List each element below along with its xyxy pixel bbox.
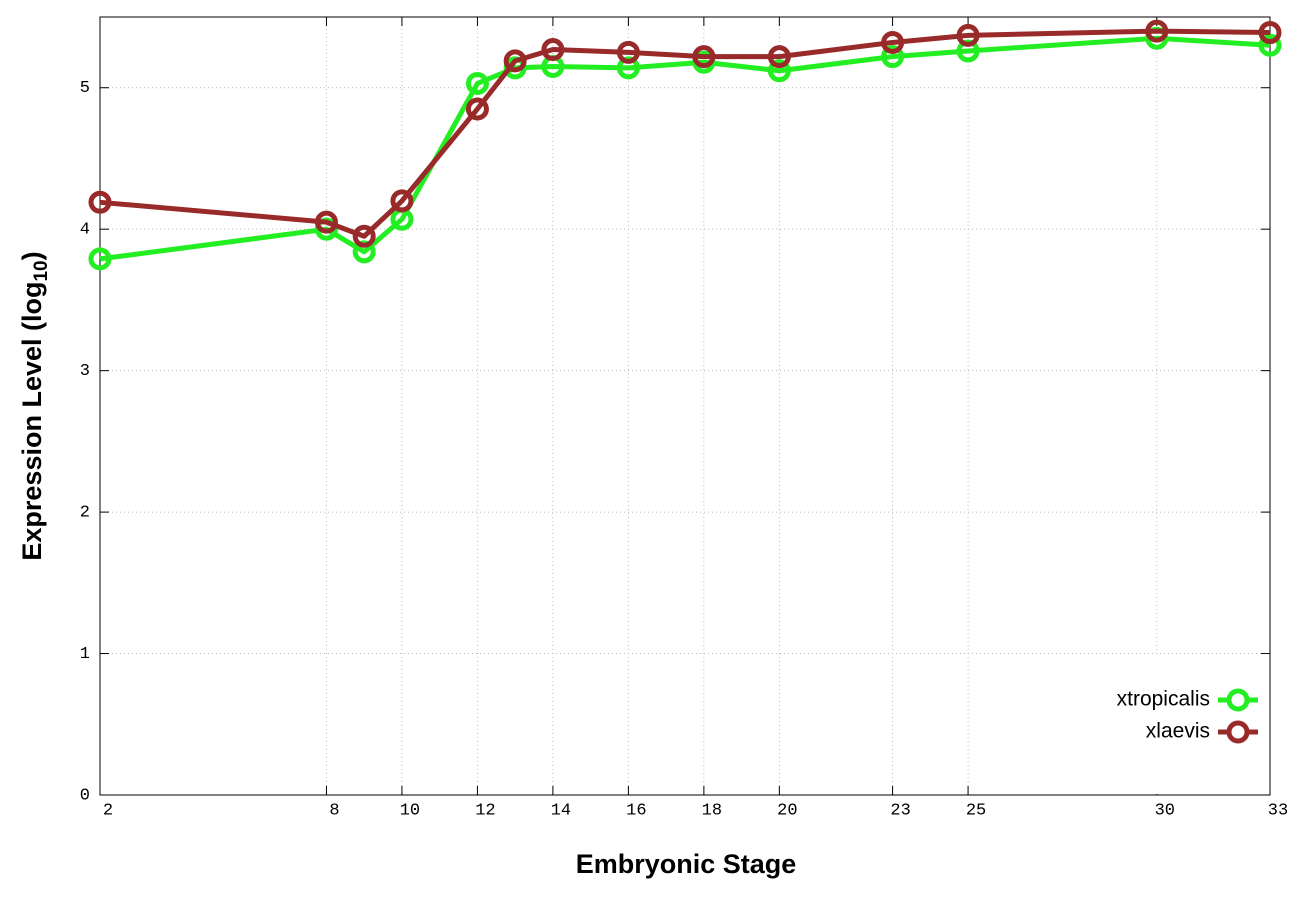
- data-point: [465, 97, 489, 121]
- data-point: [1258, 21, 1282, 45]
- data-point: [314, 210, 338, 234]
- data-point: [692, 45, 716, 69]
- y-tick-label: 5: [80, 79, 90, 98]
- data-point: [88, 190, 112, 214]
- data-point: [767, 45, 791, 69]
- data-point: [616, 40, 640, 64]
- legend-swatch: [1226, 688, 1250, 712]
- x-tick-label: 2: [103, 801, 113, 820]
- y-tick-label: 4: [80, 221, 90, 240]
- y-tick-label: 3: [80, 362, 90, 381]
- data-point: [541, 38, 565, 62]
- x-tick-label: 8: [329, 801, 339, 820]
- x-tick-label: 14: [551, 801, 571, 820]
- data-point: [88, 247, 112, 271]
- x-tick-label: 23: [890, 801, 910, 820]
- plot-border: [99, 16, 1271, 796]
- data-point: [956, 23, 980, 47]
- data-point: [1258, 33, 1282, 57]
- y-tick-label: 2: [80, 504, 90, 523]
- data-point: [503, 49, 527, 73]
- data-point: [390, 189, 414, 213]
- legend-label: xtropicalis: [1117, 688, 1210, 711]
- x-tick-label: 16: [626, 801, 646, 820]
- data-point: [465, 71, 489, 95]
- data-point: [767, 59, 791, 83]
- y-axis-label: Expression Level (log10): [17, 251, 52, 560]
- x-tick-label: 30: [1155, 801, 1175, 820]
- data-point: [881, 45, 905, 69]
- x-tick-label: 10: [400, 801, 420, 820]
- y-tick-label: 0: [80, 786, 90, 805]
- legend-label: xlaevis: [1146, 720, 1210, 743]
- x-axis-label: Embryonic Stage: [576, 849, 797, 879]
- y-label-text: Expression Level (log: [17, 282, 47, 561]
- legend-swatch: [1226, 720, 1250, 744]
- data-point: [1145, 19, 1169, 43]
- y-label-text: ): [17, 251, 47, 260]
- x-tick-label: 20: [777, 801, 797, 820]
- x-tick-label: 25: [966, 801, 986, 820]
- data-point: [881, 30, 905, 54]
- y-label-subscript: 10: [31, 260, 52, 281]
- data-point: [352, 224, 376, 248]
- x-tick-label: 12: [475, 801, 495, 820]
- x-tick-label: 18: [702, 801, 722, 820]
- x-tick-label: 33: [1268, 801, 1288, 820]
- y-tick-label: 1: [80, 645, 90, 664]
